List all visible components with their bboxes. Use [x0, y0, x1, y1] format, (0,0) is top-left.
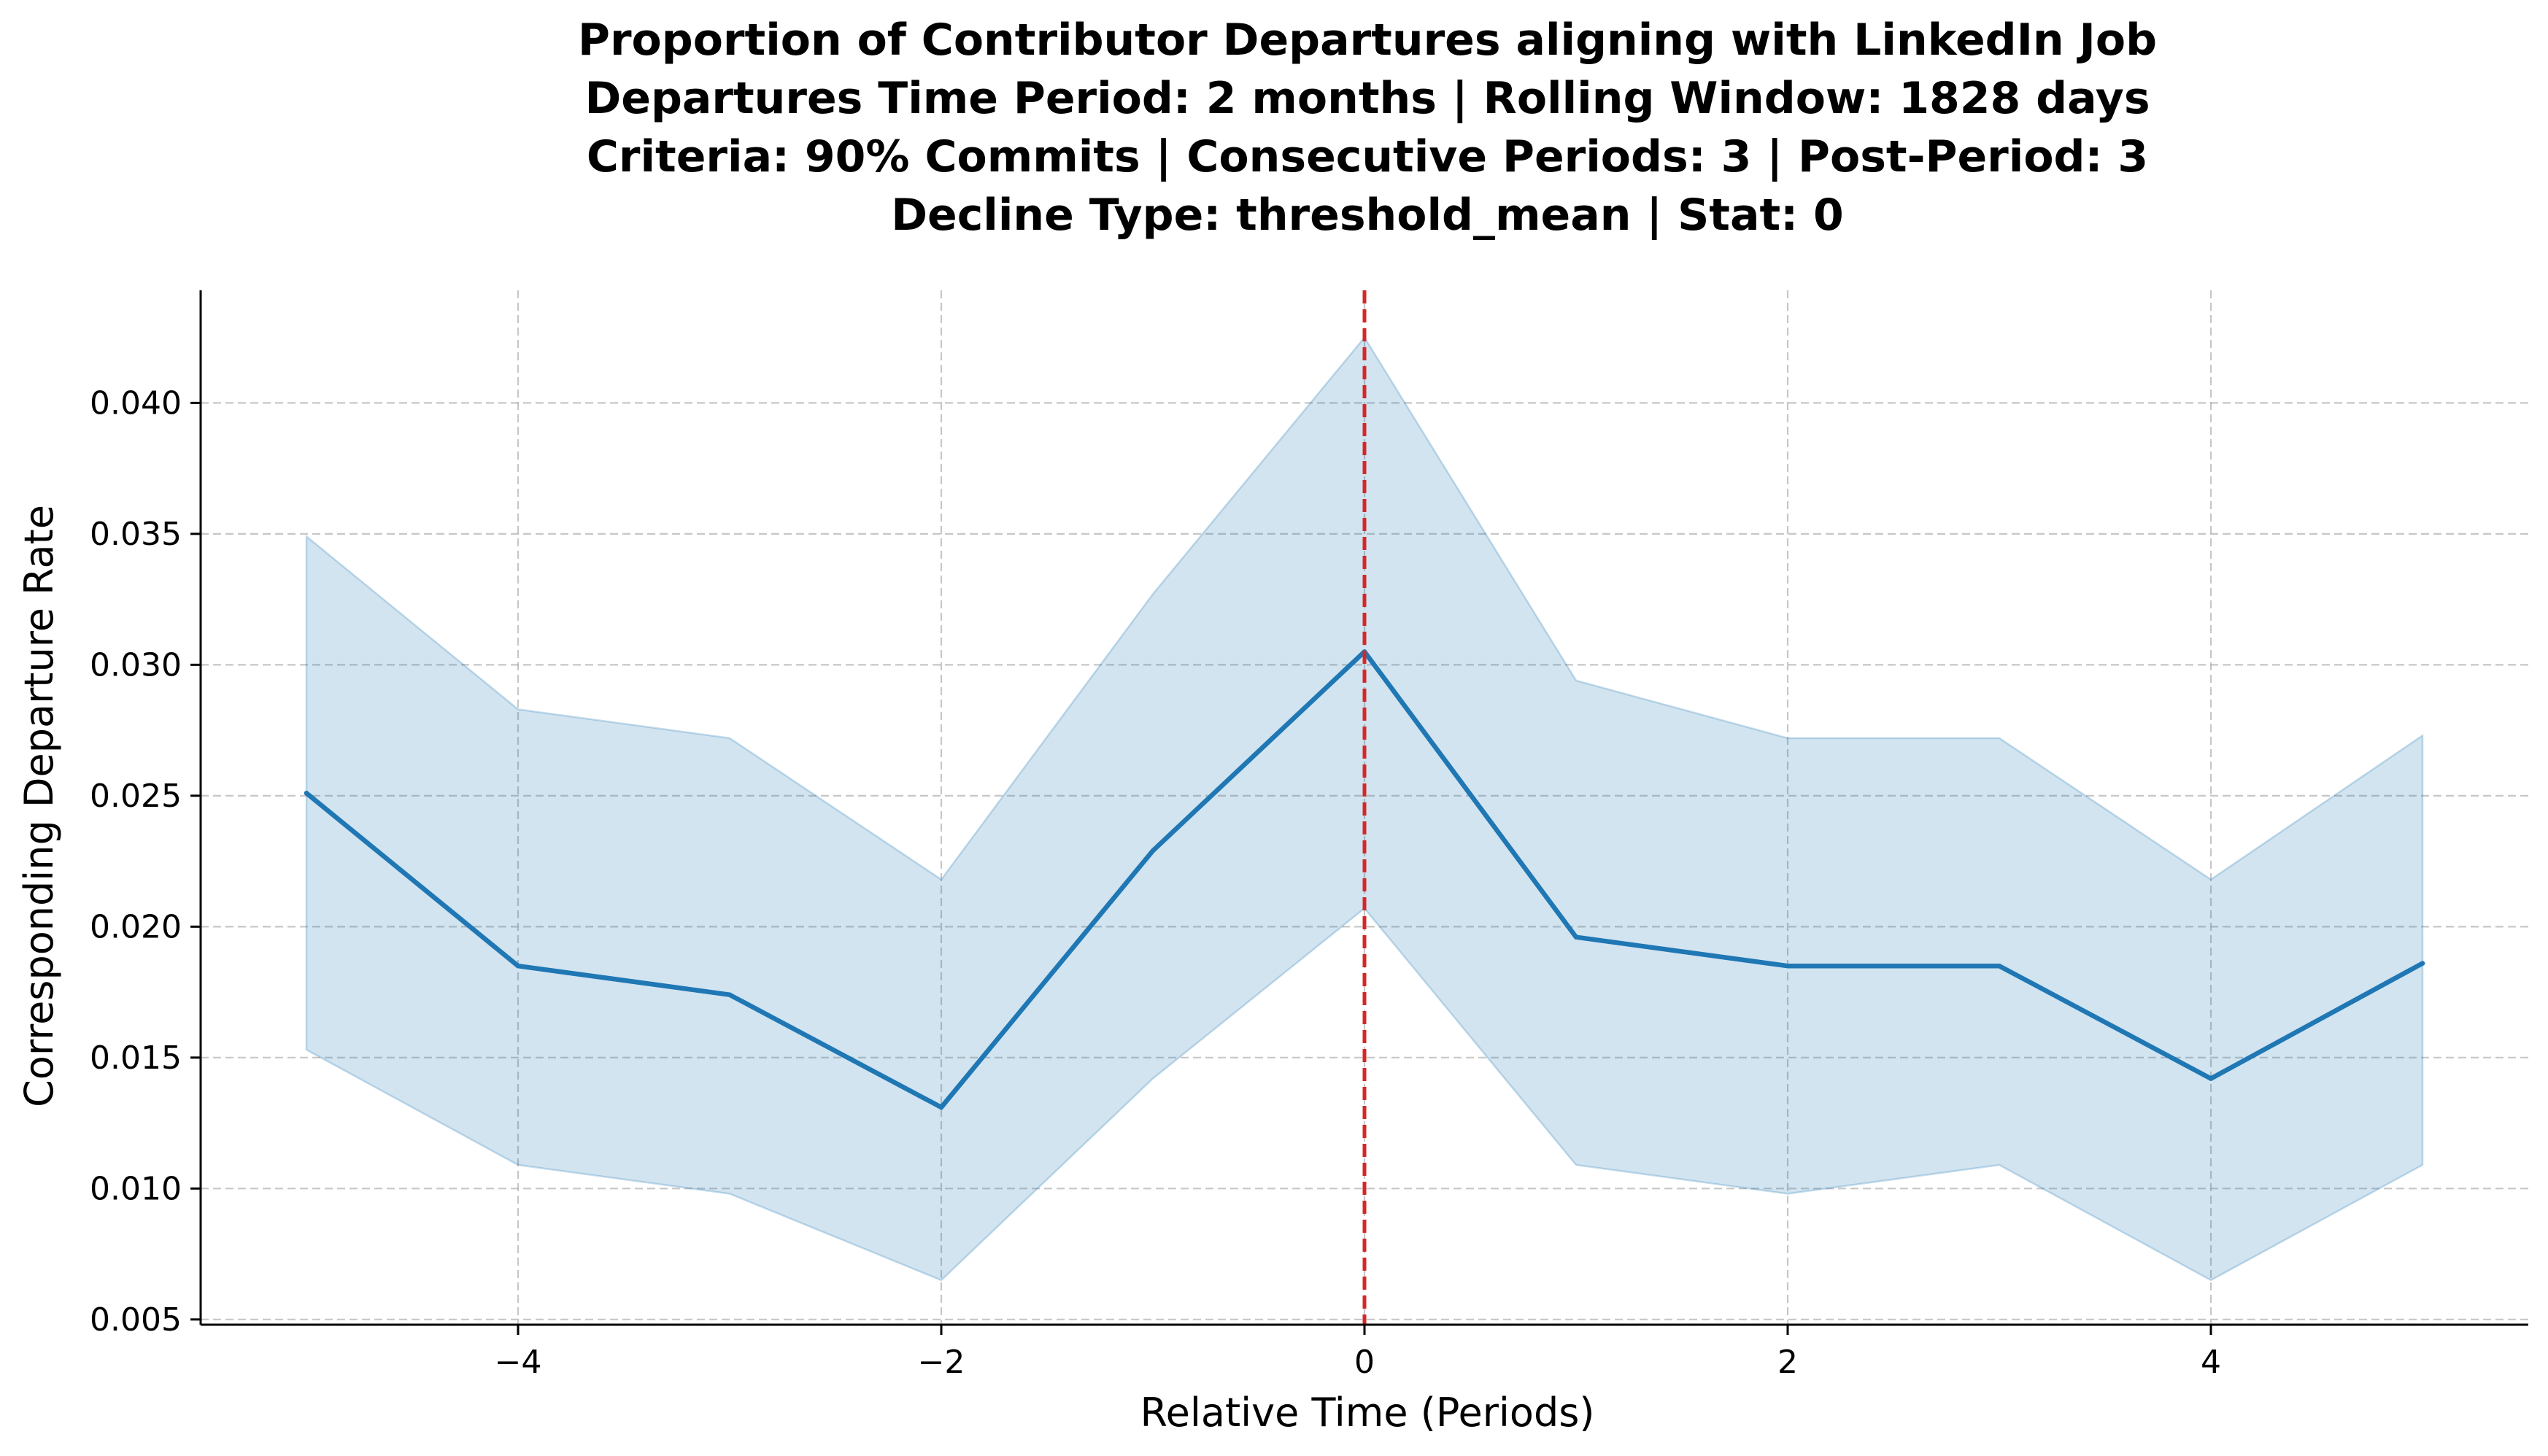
data-point [2420, 961, 2425, 966]
chart-title-line-2: Departures Time Period: 2 months | Rolli… [584, 73, 2150, 124]
data-point [1150, 848, 1156, 853]
chart-title-line-4: Decline Type: threshold_mean | Stat: 0 [891, 190, 1844, 241]
x-tick-label: 4 [2201, 1344, 2221, 1381]
y-axis-label: Corresponding Departure Rate [16, 505, 62, 1107]
data-point [515, 963, 521, 969]
chart-title: Proportion of Contributor Departures ali… [578, 15, 2157, 241]
y-tick-label: 0.010 [90, 1170, 182, 1207]
data-point [727, 992, 733, 997]
data-point [1996, 963, 2002, 969]
data-point [1573, 934, 1579, 940]
y-tick-label: 0.030 [90, 646, 182, 684]
x-axis-ticks: −4 −2 0 2 4 [495, 1325, 2221, 1381]
y-tick-label: 0.025 [90, 778, 182, 815]
data-point [1785, 963, 1791, 969]
data-point [938, 1104, 944, 1110]
x-tick-label: 2 [1777, 1344, 1798, 1381]
data-point [2208, 1076, 2214, 1081]
y-tick-label: 0.035 [90, 516, 182, 553]
y-axis-ticks: 0.005 0.010 0.015 0.020 0.025 0.030 0.035 0.040 [90, 384, 201, 1339]
x-tick-label: 0 [1354, 1344, 1375, 1381]
grid [201, 290, 2528, 1325]
x-tick-label: −2 [918, 1344, 965, 1381]
y-tick-label: 0.020 [90, 908, 182, 945]
chart-title-line-3: Criteria: 90% Commits | Consecutive Peri… [587, 131, 2148, 182]
y-tick-label: 0.040 [90, 384, 182, 422]
x-tick-label: −4 [495, 1344, 542, 1381]
data-point [304, 791, 309, 796]
chart-title-line-1: Proportion of Contributor Departures ali… [578, 15, 2157, 66]
y-tick-label: 0.015 [90, 1039, 182, 1077]
x-axis-label: Relative Time (Periods) [1140, 1390, 1595, 1436]
y-tick-label: 0.005 [90, 1301, 182, 1339]
